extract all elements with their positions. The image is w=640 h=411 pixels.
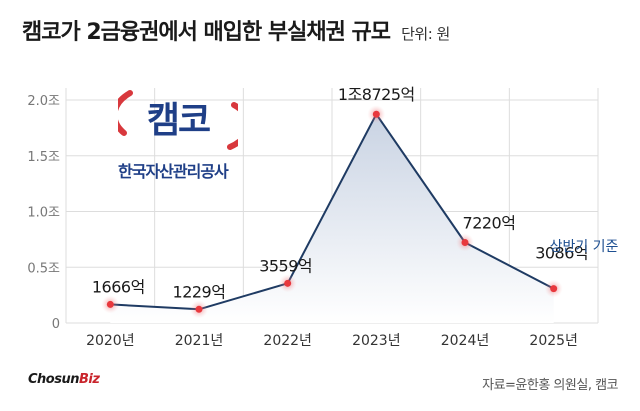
x-tick-label: 2023년: [352, 333, 401, 349]
data-point: [106, 300, 114, 308]
brand-logo: ChosunBiz: [28, 372, 100, 387]
data-label: 1666억: [92, 277, 145, 296]
chart-title: 캠코가 2금융권에서 매입한 부실채권 규모: [22, 20, 391, 45]
logo-org-name: 한국자산관리공사: [118, 162, 229, 181]
data-label: 1조8725억: [338, 85, 415, 104]
x-tick-label: 2025년: [529, 333, 578, 349]
y-tick-label: 1.0조: [27, 206, 60, 221]
series-line: [110, 113, 555, 311]
area-fill: [110, 114, 554, 323]
area-shape: [110, 114, 554, 323]
data-point: [195, 305, 203, 313]
x-tick-label: 2020년: [86, 333, 135, 349]
y-tick-label: 0: [52, 317, 60, 332]
annotation-half-year: 상반기 기준: [550, 239, 619, 255]
data-label: 3086억: [535, 244, 588, 263]
data-point: [461, 238, 469, 246]
y-tick-label: 2.0조: [27, 94, 60, 109]
x-tick-label: 2022년: [263, 333, 312, 349]
series-line-path: [110, 113, 555, 311]
x-tick-label: 2021년: [175, 333, 224, 349]
data-point: [372, 110, 380, 118]
data-point: [284, 279, 292, 287]
brand-part1: Chosun: [28, 372, 79, 387]
unit-label: 단위: 원: [401, 25, 450, 43]
data-label: 1229억: [173, 282, 226, 301]
x-tick-label: 2024년: [441, 333, 490, 349]
source-note: 자료=윤한홍 의원실, 캠코: [482, 378, 618, 393]
chart-header: 캠코가 2금융권에서 매입한 부실채권 규모 단위: 원: [22, 14, 450, 46]
y-tick-label: 0.5조: [27, 261, 60, 276]
data-label: 3559억: [259, 256, 312, 275]
y-tick-label: 1.5조: [27, 150, 60, 165]
data-points: [101, 105, 563, 319]
x-axis-ticks: 2020년 2021년 2022년 2023년 2024년 2025년: [86, 333, 578, 349]
logo-mark-text: 캠코: [147, 100, 210, 141]
data-labels: 1666억 1229억 3559억 1조8725억 7220억 3086억: [92, 85, 589, 301]
kamco-logo-mark: 캠코: [118, 90, 238, 150]
y-axis-ticks: 0 0.5조 1.0조 1.5조 2.0조: [27, 94, 60, 332]
data-point: [550, 285, 558, 293]
brand-part2: Biz: [78, 372, 100, 387]
data-label: 7220억: [463, 213, 516, 232]
